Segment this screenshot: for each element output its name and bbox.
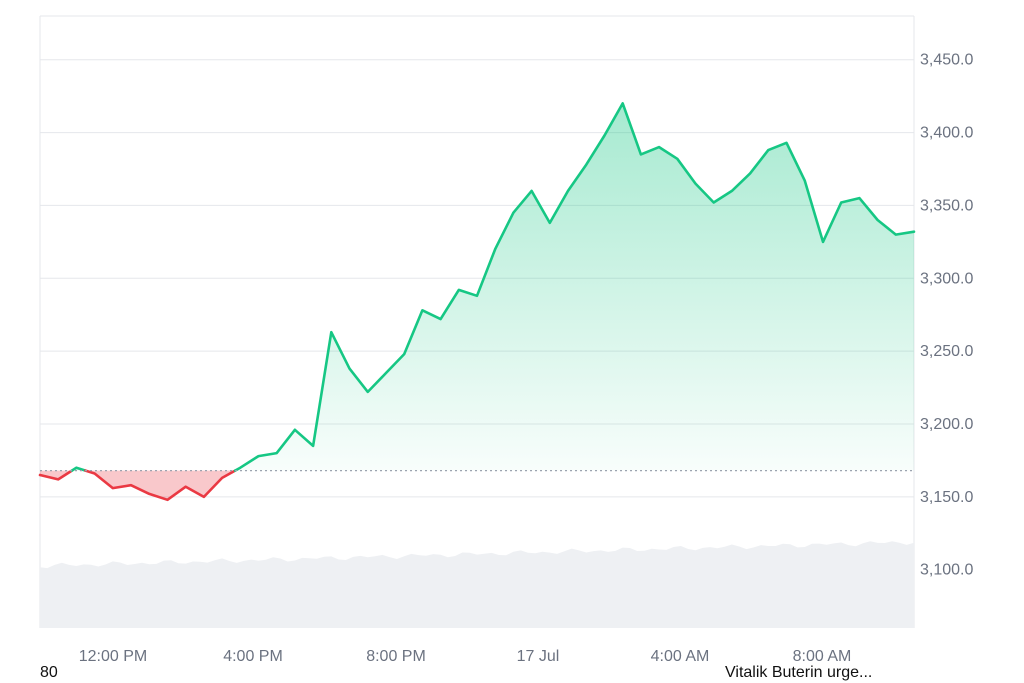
area-above-baseline: [235, 103, 915, 471]
x-tick-label: 12:00 PM: [79, 648, 147, 665]
y-tick-label: 3,250.0: [920, 343, 973, 360]
volume-bars: [40, 541, 914, 628]
y-tick-label: 3,400.0: [920, 125, 973, 142]
x-axis-ticks: 12:00 PM 4:00 PM 8:00 PM 17 Jul 4:00 AM 8:00 …: [79, 648, 852, 665]
y-tick-label: 3,300.0: [920, 270, 973, 287]
y-tick-label: 3,200.0: [920, 416, 973, 433]
price-line-up: [233, 102, 916, 472]
y-tick-label: 3,150.0: [920, 489, 973, 506]
y-tick-label: 3,100.0: [920, 562, 973, 579]
price-line-down: [38, 469, 74, 481]
footer-left-text: 80: [40, 664, 58, 681]
news-headline-link[interactable]: Vitalik Buterin urge...: [725, 664, 873, 681]
price-area: [40, 103, 915, 500]
x-tick-label: 17 Jul: [517, 648, 560, 665]
area-below-baseline: [40, 470, 72, 480]
price-line-up: [70, 466, 87, 472]
x-tick-label: 8:00 AM: [793, 648, 852, 665]
x-tick-label: 8:00 PM: [366, 648, 426, 665]
price-line: [38, 102, 916, 502]
x-tick-label: 4:00 AM: [651, 648, 710, 665]
y-tick-label: 3,450.0: [920, 52, 973, 69]
x-tick-label: 4:00 PM: [223, 648, 283, 665]
y-tick-label: 3,350.0: [920, 197, 973, 214]
volume-area: [40, 541, 914, 628]
price-line-down: [84, 469, 237, 502]
y-axis-ticks: 3,450.0 3,400.0 3,350.0 3,300.0 3,250.0 3,200…: [920, 52, 973, 579]
